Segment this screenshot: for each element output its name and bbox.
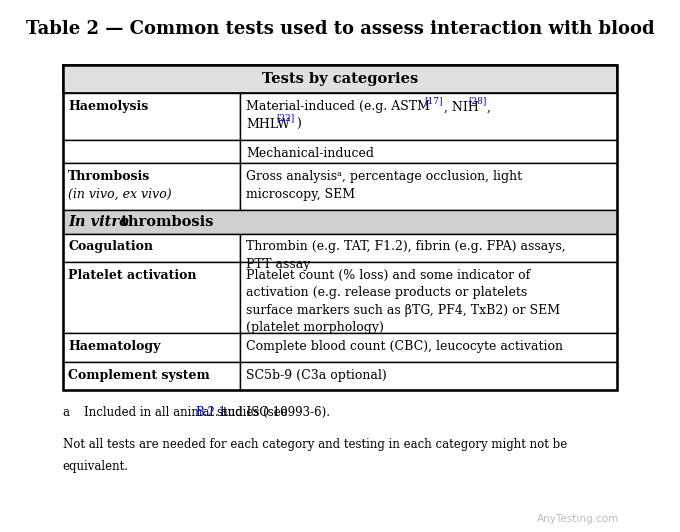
Bar xyxy=(63,334,240,362)
Text: Complement system: Complement system xyxy=(68,369,210,382)
Bar xyxy=(240,362,617,390)
Text: AnyTesting.com: AnyTesting.com xyxy=(537,514,619,524)
Text: SC5b-9 (C3a optional): SC5b-9 (C3a optional) xyxy=(246,369,387,382)
Text: (in vivo, ex vivo): (in vivo, ex vivo) xyxy=(68,188,172,201)
Bar xyxy=(63,140,240,163)
Text: ): ) xyxy=(296,118,301,131)
Text: In vitro: In vitro xyxy=(68,215,129,229)
Text: Thrombin (e.g. TAT, F1.2), fibrin (e.g. FPA) assays,: Thrombin (e.g. TAT, F1.2), fibrin (e.g. … xyxy=(246,240,566,253)
Bar xyxy=(240,334,617,362)
Text: microscopy, SEM: microscopy, SEM xyxy=(246,188,355,201)
Bar xyxy=(63,163,240,211)
Bar xyxy=(240,94,617,140)
Bar xyxy=(63,65,617,94)
Text: B.2.1: B.2.1 xyxy=(195,406,226,419)
Text: , NIH: , NIH xyxy=(445,101,479,113)
Bar xyxy=(63,211,617,234)
Text: MHLW: MHLW xyxy=(246,118,290,131)
Text: and ISO 10993-6).: and ISO 10993-6). xyxy=(217,406,330,419)
Text: activation (e.g. release products or platelets: activation (e.g. release products or pla… xyxy=(246,286,527,300)
Text: equivalent.: equivalent. xyxy=(63,460,129,473)
Text: [22]: [22] xyxy=(276,113,294,122)
Text: [28]: [28] xyxy=(468,96,486,105)
Text: surface markers such as βTG, PF4, TxB2) or SEM: surface markers such as βTG, PF4, TxB2) … xyxy=(246,304,560,317)
Text: Coagulation: Coagulation xyxy=(68,240,153,253)
Bar xyxy=(240,163,617,211)
Bar xyxy=(63,94,240,140)
Text: Material-induced (e.g. ASTM: Material-induced (e.g. ASTM xyxy=(246,101,430,113)
Bar xyxy=(240,234,617,262)
Text: PTT assay: PTT assay xyxy=(246,258,310,271)
Text: [17]: [17] xyxy=(424,96,443,105)
Text: Platelet count (% loss) and some indicator of: Platelet count (% loss) and some indicat… xyxy=(246,269,530,282)
Text: ,: , xyxy=(486,101,490,113)
Text: Complete blood count (CBC), leucocyte activation: Complete blood count (CBC), leucocyte ac… xyxy=(246,340,563,353)
Text: thrombosis: thrombosis xyxy=(116,215,213,229)
Text: Haemolysis: Haemolysis xyxy=(68,101,148,113)
Bar xyxy=(240,262,617,334)
Bar xyxy=(63,234,240,262)
Bar xyxy=(63,362,240,390)
Text: Haematology: Haematology xyxy=(68,340,160,353)
Text: Thrombosis: Thrombosis xyxy=(68,170,150,184)
Bar xyxy=(240,140,617,163)
Text: a: a xyxy=(63,406,69,419)
Text: Table 2 — Common tests used to assess interaction with blood: Table 2 — Common tests used to assess in… xyxy=(26,20,654,38)
Bar xyxy=(63,262,240,334)
Text: (platelet morphology): (platelet morphology) xyxy=(246,321,384,334)
Text: Mechanical-induced: Mechanical-induced xyxy=(246,147,374,160)
Text: Tests by categories: Tests by categories xyxy=(262,72,418,86)
Text: Platelet activation: Platelet activation xyxy=(68,269,197,282)
Text: Not all tests are needed for each category and testing in each category might no: Not all tests are needed for each catego… xyxy=(63,438,567,451)
Bar xyxy=(63,65,617,390)
Text: Gross analysisᵃ, percentage occlusion, light: Gross analysisᵃ, percentage occlusion, l… xyxy=(246,170,522,184)
Text: Included in all animal studies (see: Included in all animal studies (see xyxy=(69,406,292,419)
